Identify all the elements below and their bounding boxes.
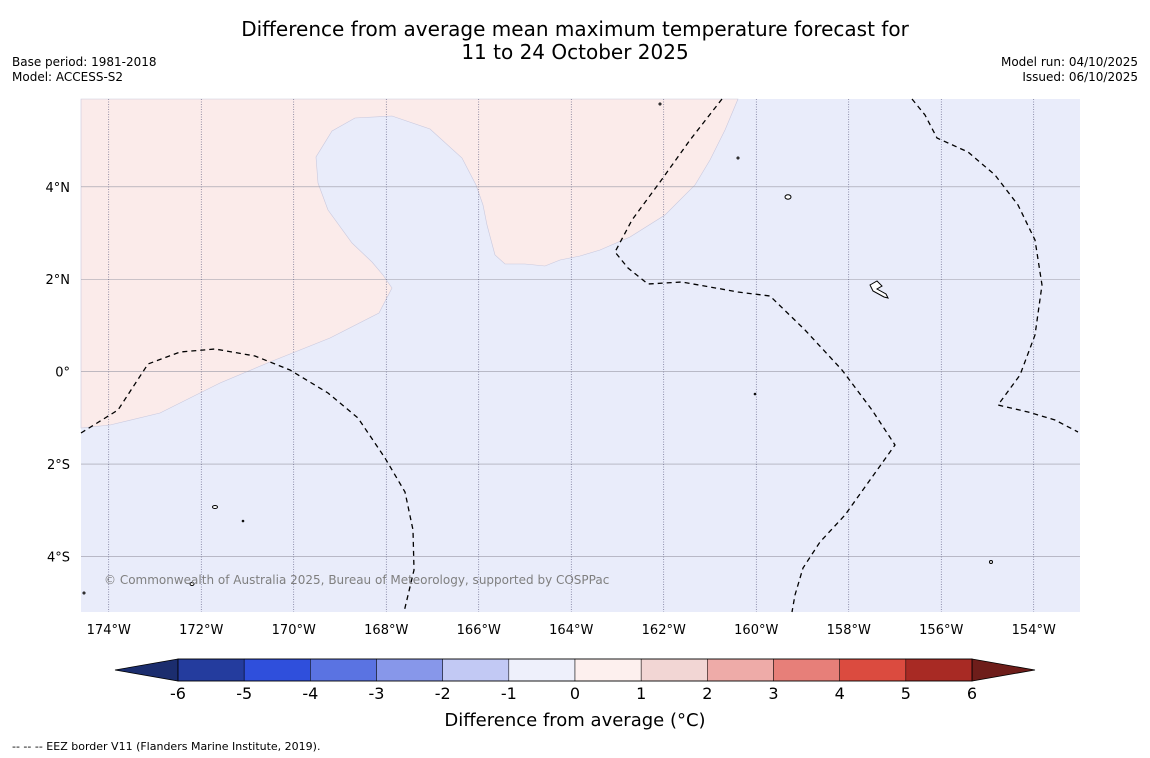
colorbar-bin: [243, 658, 311, 682]
longitude-gridlines: [108, 99, 1035, 612]
colorbar-tick-label: -1: [501, 684, 517, 703]
colorbar-tick-label: -4: [302, 684, 318, 703]
latitude-label: 0°: [55, 366, 70, 381]
islands: [82, 102, 993, 595]
longitude-label: 168°W: [364, 623, 408, 638]
longitude-label: 170°W: [272, 623, 316, 638]
longitude-label: 160°W: [734, 623, 778, 638]
island: [189, 582, 195, 586]
title-line-2: 11 to 24 October 2025: [461, 40, 689, 64]
colorbar-bin: [773, 658, 840, 682]
model-info: Base period: 1981-2018 Model: ACCESS-S2: [12, 55, 157, 85]
colorbar-tick-label: -2: [435, 684, 451, 703]
colorbar-bins: [177, 658, 973, 682]
longitude-labels: 174°W 172°W 170°W 168°W 166°W 164°W 162°W 160°W…: [87, 623, 1056, 638]
island: [736, 156, 740, 160]
colorbar-bin: [707, 658, 774, 682]
eez-legend-note: -- -- -- EEZ border V11 (Flanders Marine…: [12, 740, 321, 753]
latitude-label: 4°N: [46, 181, 71, 196]
warm-anomaly-region: [80, 98, 739, 429]
colorbar-bin: [574, 658, 642, 682]
longitude-label: 156°W: [919, 623, 963, 638]
colorbar-tick-label: 4: [835, 684, 845, 703]
run-info: Model run: 04/10/2025 Issued: 06/10/2025: [1001, 55, 1138, 85]
colorbar-bin: [442, 658, 510, 682]
island: [784, 194, 792, 200]
island: [989, 560, 993, 564]
title-line-1: Difference from average mean maximum tem…: [241, 17, 909, 41]
colorbar-tick-label: 3: [768, 684, 778, 703]
longitude-label: 154°W: [1012, 623, 1056, 638]
colorbar-tick-label: 1: [636, 684, 646, 703]
island: [753, 392, 757, 396]
map-panel: © Commonwealth of Australia 2025, Bureau…: [80, 98, 1080, 613]
colorbar-bin: [508, 658, 576, 682]
colorbar-frame: [177, 658, 973, 682]
longitude-label: 174°W: [87, 623, 131, 638]
colorbar-tick-label: -6: [170, 684, 186, 703]
colorbar-bin: [839, 658, 907, 682]
colorbar-tick-label: 2: [702, 684, 712, 703]
colorbar-tick-label: 6: [967, 684, 977, 703]
longitude-label: 172°W: [179, 623, 223, 638]
base-period: Base period: 1981-2018: [12, 55, 157, 69]
colorbar-over-arrow: [971, 658, 1036, 682]
colorbar-bin: [905, 658, 973, 682]
colorbar-tick-label: -3: [369, 684, 385, 703]
eez-border-central: [614, 98, 896, 613]
latitude-label: 2°N: [46, 273, 71, 288]
latitude-labels: 4°N 2°N 0° 2°S 4°S: [46, 181, 71, 566]
colorbar-bin: [376, 658, 443, 682]
colorbar-tick-label: -5: [236, 684, 252, 703]
latitude-gridlines: [81, 186, 1080, 557]
colorbar-bin: [310, 658, 377, 682]
colorbar-ticks: -6 -5 -4 -3 -2 -1 0 1 2 3 4 5 6: [170, 684, 977, 703]
island: [241, 519, 245, 523]
island: [82, 591, 86, 595]
longitude-label: 162°W: [642, 623, 686, 638]
island: [658, 102, 662, 106]
model-name: Model: ACCESS-S2: [12, 70, 124, 84]
latitude-label: 2°S: [47, 458, 70, 473]
colorbar-title: Difference from average (°C): [444, 710, 706, 731]
island: [869, 280, 889, 299]
issued-date: Issued: 06/10/2025: [1022, 70, 1138, 84]
colorbar-bin: [177, 658, 245, 682]
longitude-label: 164°W: [549, 623, 593, 638]
map-figure: © Commonwealth of Australia 2025, Bureau…: [46, 98, 1080, 703]
colorbar-tick-label: 0: [570, 684, 580, 703]
model-run-date: Model run: 04/10/2025: [1000, 55, 1138, 69]
copyright-notice: © Commonwealth of Australia 2025, Bureau…: [104, 573, 609, 587]
colorbar-tick-label: 5: [901, 684, 911, 703]
latitude-label: 4°S: [47, 551, 70, 566]
longitude-label: 166°W: [457, 623, 501, 638]
colorbar: -6 -5 -4 -3 -2 -1 0 1 2 3 4 5 6: [114, 658, 1036, 703]
colorbar-bin: [640, 658, 708, 682]
longitude-label: 158°W: [827, 623, 871, 638]
map-title: Difference from average mean maximum tem…: [0, 18, 1150, 64]
island: [212, 505, 218, 509]
colorbar-under-arrow: [114, 658, 179, 682]
eez-borders: [80, 98, 1079, 613]
